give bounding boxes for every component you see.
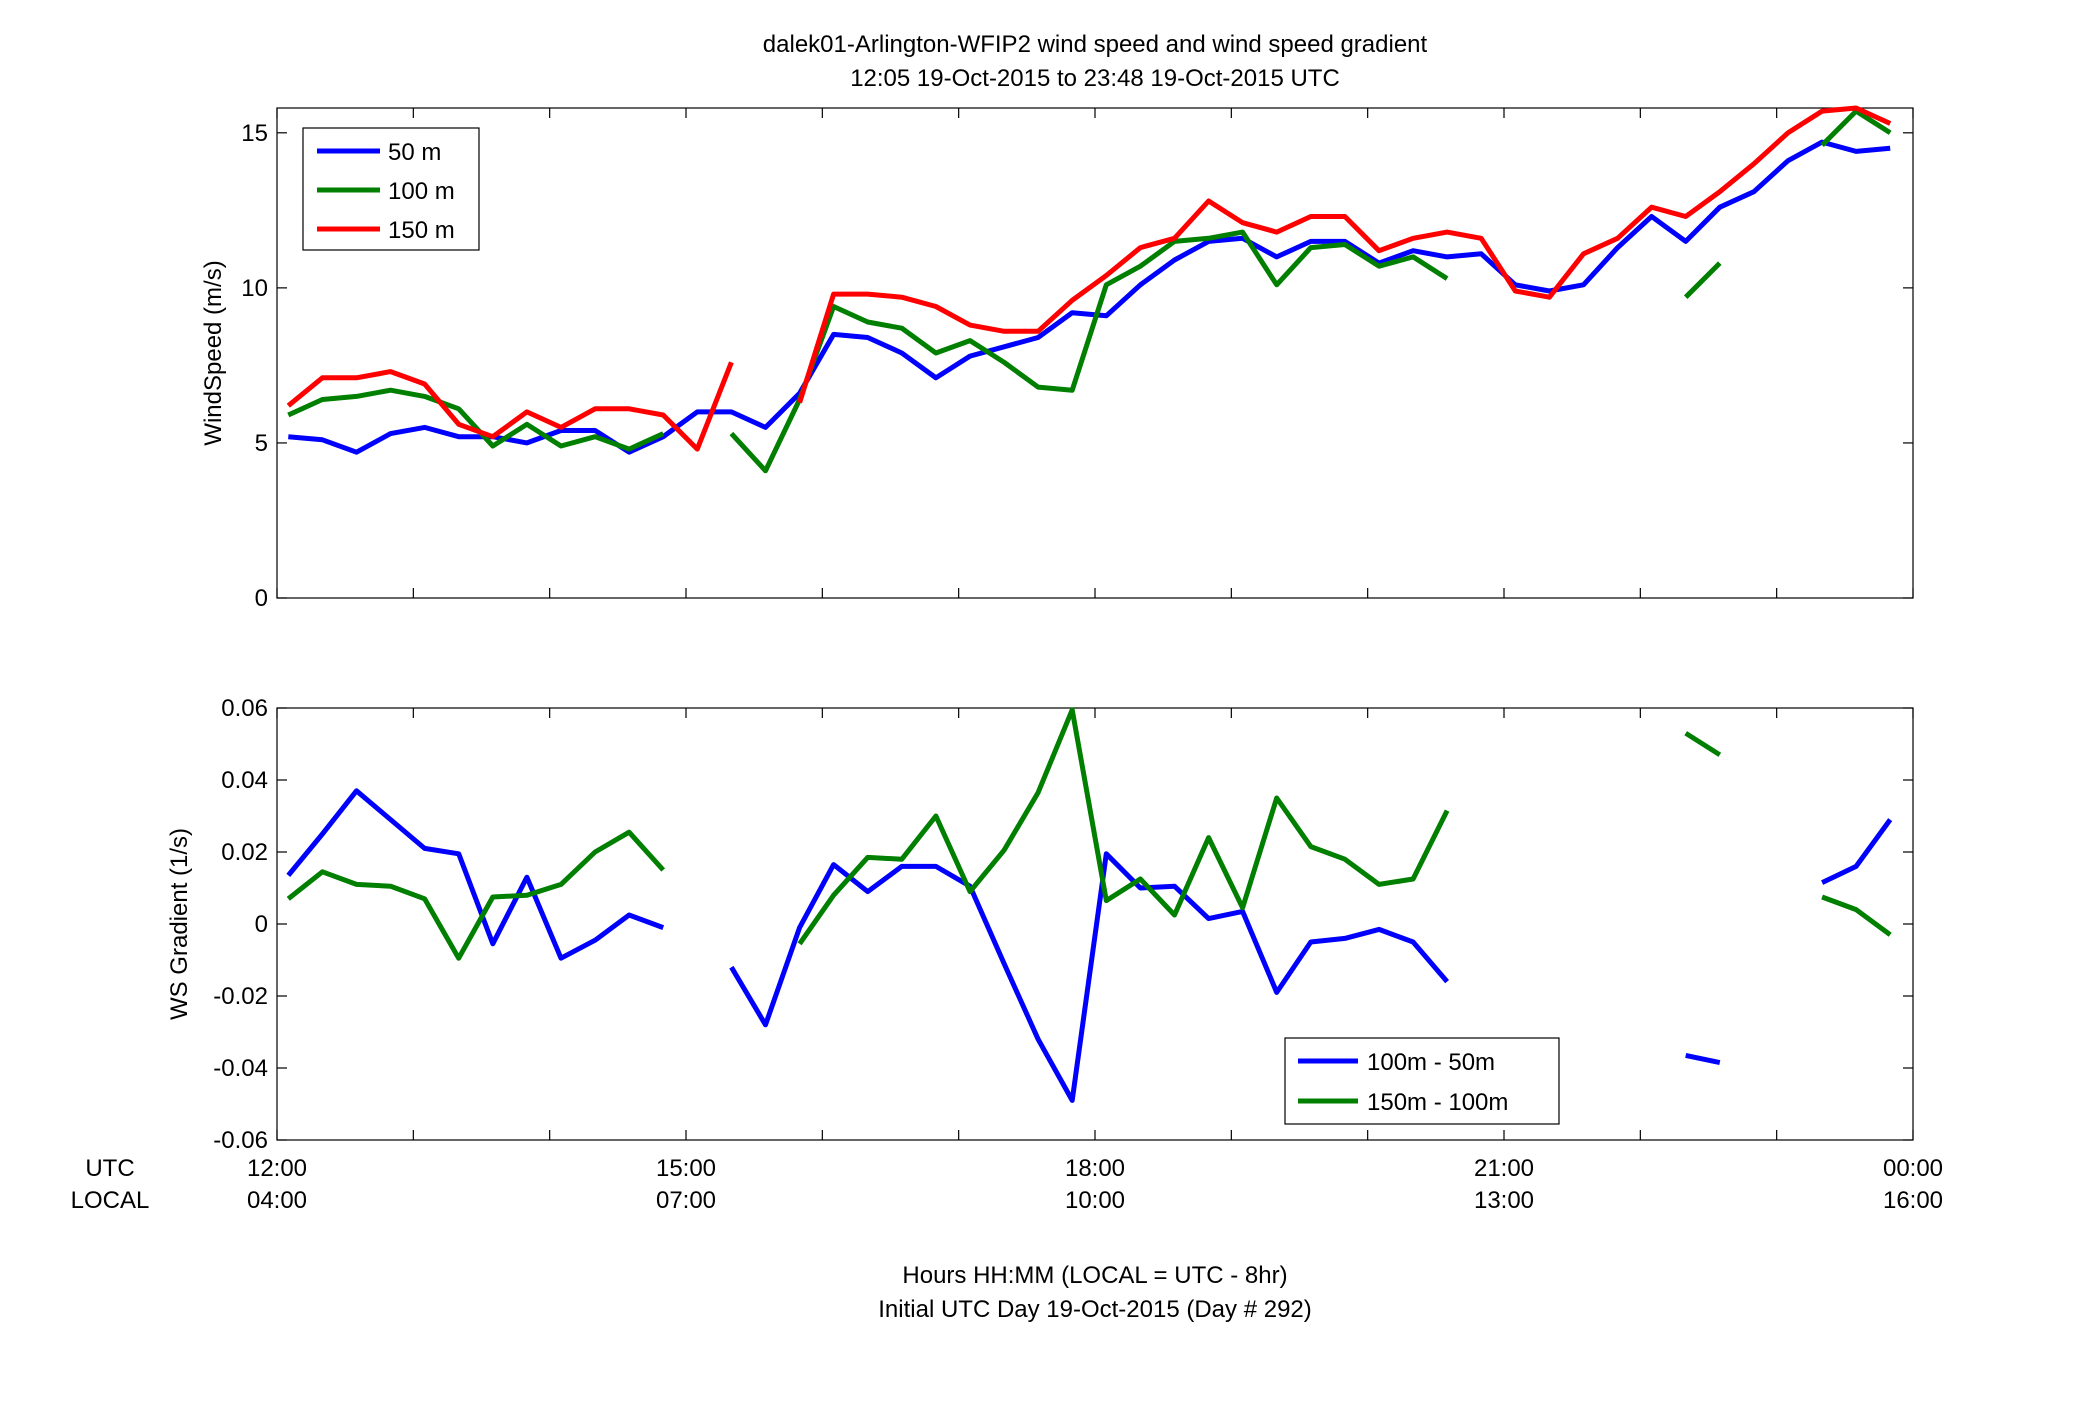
gradient-y-axis-label: WS Gradient (1/s) [166, 828, 193, 1020]
x-tick-label-utc: 12:00 [247, 1155, 307, 1182]
gradient-series [286, 707, 1893, 1103]
gradient-y-tick-label: 0.04 [221, 767, 268, 794]
gradient-ticks: -0.06 -0.04 -0.02 0 0.02 0.04 0.06 [213, 695, 1914, 1154]
x-tick-label-utc: 15:00 [656, 1155, 716, 1182]
windspeed-y-tick-label: 15 [241, 120, 268, 147]
x-tick-label-local: 13:00 [1474, 1187, 1534, 1214]
gradient-series-1-line [286, 829, 666, 961]
windspeed-y-tick-label: 10 [241, 275, 268, 302]
gradient-legend: 100m - 50m 150m - 100m [1284, 1037, 1560, 1125]
gradient-y-tick-label: 0 [255, 911, 268, 938]
windspeed-series [286, 105, 1892, 474]
windspeed-series-1-line [1683, 261, 1722, 299]
legend-label-150m-100m: 150m - 100m [1367, 1089, 1508, 1116]
gradient-series-0-line [1821, 818, 1893, 885]
gradient-y-tick-label: -0.06 [213, 1127, 268, 1154]
x-tick-labels: 12:00 04:00 15:00 07:00 18:00 10:00 21:00 13:00… [247, 1155, 1943, 1214]
legend-label-100m: 100 m [388, 178, 455, 205]
windspeed-axes-frame [276, 107, 1914, 599]
windspeed-series-2-line [797, 105, 1892, 404]
x-tick-label-local: 16:00 [1883, 1187, 1943, 1214]
gradient-y-tick-label: -0.02 [213, 983, 268, 1010]
windspeed-y-tick-label: 5 [255, 430, 268, 457]
windspeed-series-0-line [288, 139, 1891, 455]
windspeed-y-axis-label: WindSpeed (m/s) [200, 260, 227, 445]
gradient-series-1-line [1821, 894, 1892, 937]
windspeed-legend: 50 m 100 m 150 m [302, 127, 480, 251]
legend-label-100m-50m: 100m - 50m [1367, 1049, 1495, 1076]
gradient-series-0-line [286, 788, 665, 961]
windspeed-series-1-line [287, 387, 665, 452]
x-tick-label-utc: 18:00 [1065, 1155, 1125, 1182]
x-axis-sublabel: Initial UTC Day 19-Oct-2015 (Day # 292) [878, 1296, 1312, 1323]
gradient-legend-box [1284, 1037, 1560, 1125]
windspeed-panel: 0 5 10 15 WindSpeed (m/s) 50 m 100 m 150 m [200, 105, 1914, 612]
legend-label-150m: 150 m [388, 217, 455, 244]
windspeed-series-1-line [1820, 108, 1892, 147]
gradient-series-1-line [1684, 731, 1722, 757]
gradient-series-1-line [797, 707, 1450, 946]
local-row-label: LOCAL [71, 1187, 150, 1214]
windspeed-series-2-line [286, 361, 734, 452]
x-tick-label-local: 04:00 [247, 1187, 307, 1214]
x-tick-label-local: 07:00 [656, 1187, 716, 1214]
gradient-y-tick-label: 0.02 [221, 839, 268, 866]
x-axis-label: Hours HH:MM (LOCAL = UTC - 8hr) [902, 1262, 1287, 1289]
windspeed-ticks: 0 5 10 15 [241, 108, 1914, 612]
legend-label-50m: 50 m [388, 139, 441, 166]
gradient-y-tick-label: -0.04 [213, 1055, 268, 1082]
gradient-y-tick-label: 0.06 [221, 695, 268, 722]
utc-row-label: UTC [85, 1155, 134, 1182]
x-tick-label-utc: 00:00 [1883, 1155, 1943, 1182]
x-tick-label-local: 10:00 [1065, 1187, 1125, 1214]
x-tick-label-utc: 21:00 [1474, 1155, 1534, 1182]
gradient-panel: -0.06 -0.04 -0.02 0 0.02 0.04 0.06 WS Gradient… [166, 695, 1914, 1154]
gradient-series-0-line [1685, 1052, 1721, 1066]
chart-title: dalek01-Arlington-WFIP2 wind speed and w… [763, 31, 1428, 58]
windspeed-series-1-line [729, 229, 1449, 474]
chart-subtitle: 12:05 19-Oct-2015 to 23:48 19-Oct-2015 U… [850, 65, 1340, 92]
windspeed-y-tick-label: 0 [255, 585, 268, 612]
